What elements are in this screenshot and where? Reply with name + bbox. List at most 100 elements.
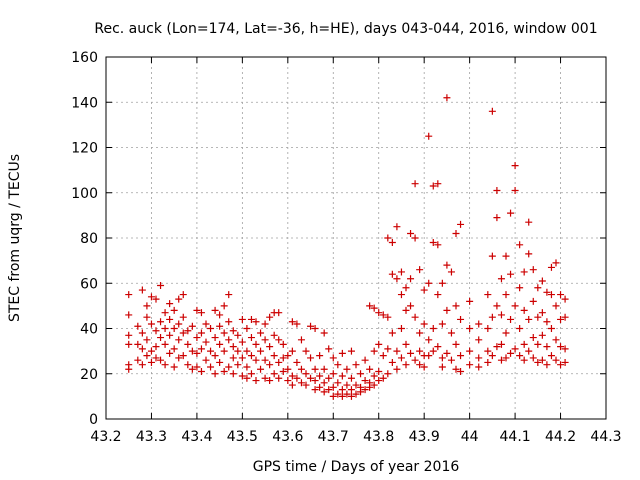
data-point	[225, 291, 233, 299]
data-point	[411, 180, 419, 188]
data-point	[366, 365, 374, 373]
data-point	[288, 381, 296, 389]
data-point	[147, 347, 155, 355]
data-point	[429, 347, 437, 355]
data-point	[407, 302, 415, 310]
data-point	[293, 358, 301, 366]
data-point	[452, 340, 460, 348]
data-point	[384, 345, 392, 353]
data-point	[284, 377, 292, 385]
data-point	[225, 336, 233, 344]
data-point	[361, 377, 369, 385]
data-point	[316, 352, 324, 360]
data-point	[325, 386, 333, 394]
data-point	[352, 381, 360, 389]
data-point	[429, 182, 437, 190]
data-point	[266, 313, 274, 321]
x-tick-label: 44.3	[590, 429, 621, 445]
data-point	[252, 318, 260, 326]
data-point	[416, 329, 424, 337]
data-point	[466, 361, 474, 369]
data-point	[388, 358, 396, 366]
data-point	[188, 347, 196, 355]
data-point	[325, 345, 333, 353]
data-point	[452, 229, 460, 237]
y-tick-label: 120	[71, 141, 98, 157]
data-point	[475, 354, 483, 362]
data-point	[147, 320, 155, 328]
data-point	[538, 277, 546, 285]
data-point	[143, 313, 151, 321]
data-point	[429, 325, 437, 332]
data-point	[516, 325, 524, 332]
data-point	[279, 340, 287, 348]
data-point	[466, 325, 474, 332]
data-point	[525, 347, 533, 355]
data-point	[320, 365, 328, 373]
data-point	[452, 302, 460, 310]
data-point	[220, 347, 228, 355]
x-tick-label: 43.9	[409, 429, 440, 445]
data-point	[370, 372, 378, 380]
data-point	[425, 279, 433, 287]
data-point	[534, 313, 542, 321]
data-point	[229, 343, 237, 351]
data-point	[429, 239, 437, 247]
data-point	[143, 352, 151, 360]
data-point	[197, 345, 205, 353]
data-point	[447, 268, 455, 276]
data-point	[434, 291, 442, 299]
data-point	[138, 345, 146, 353]
data-point	[184, 340, 192, 348]
data-point	[247, 315, 255, 323]
data-point	[270, 370, 278, 378]
data-point	[161, 340, 169, 348]
data-point	[352, 390, 360, 398]
data-point	[338, 386, 346, 394]
data-point	[543, 288, 551, 296]
data-point	[447, 356, 455, 364]
data-point	[425, 352, 433, 360]
data-point	[334, 379, 342, 387]
data-point	[261, 356, 269, 364]
data-point	[275, 309, 283, 317]
data-point	[366, 383, 374, 391]
data-point	[229, 370, 237, 378]
data-point	[507, 349, 515, 357]
x-tick-label: 44.1	[500, 429, 531, 445]
data-point	[557, 291, 565, 299]
data-point	[557, 343, 565, 351]
x-tick-label: 43.3	[136, 429, 167, 445]
data-point	[561, 358, 569, 366]
data-point	[125, 291, 133, 299]
y-tick-label: 140	[71, 95, 98, 111]
data-point	[170, 325, 178, 332]
data-point	[466, 297, 474, 305]
data-point	[475, 320, 483, 328]
data-point	[157, 334, 165, 342]
data-point	[307, 354, 315, 362]
data-point	[252, 356, 260, 364]
data-point	[179, 329, 187, 337]
data-point	[357, 370, 365, 378]
data-point	[329, 354, 337, 362]
y-tick-label: 20	[80, 367, 98, 383]
data-point	[488, 313, 496, 321]
data-point	[288, 347, 296, 355]
data-point	[211, 306, 219, 314]
data-point	[375, 377, 383, 385]
data-point	[207, 325, 215, 332]
data-point	[393, 223, 401, 231]
data-point	[297, 365, 305, 373]
data-point	[547, 291, 555, 299]
data-point	[493, 343, 501, 351]
data-point	[270, 331, 278, 339]
data-point	[438, 354, 446, 362]
data-point	[434, 343, 442, 351]
data-point	[238, 372, 246, 380]
data-point	[247, 370, 255, 378]
data-point	[338, 392, 346, 400]
data-point	[193, 363, 201, 371]
data-point	[311, 386, 319, 394]
data-point	[384, 313, 392, 321]
